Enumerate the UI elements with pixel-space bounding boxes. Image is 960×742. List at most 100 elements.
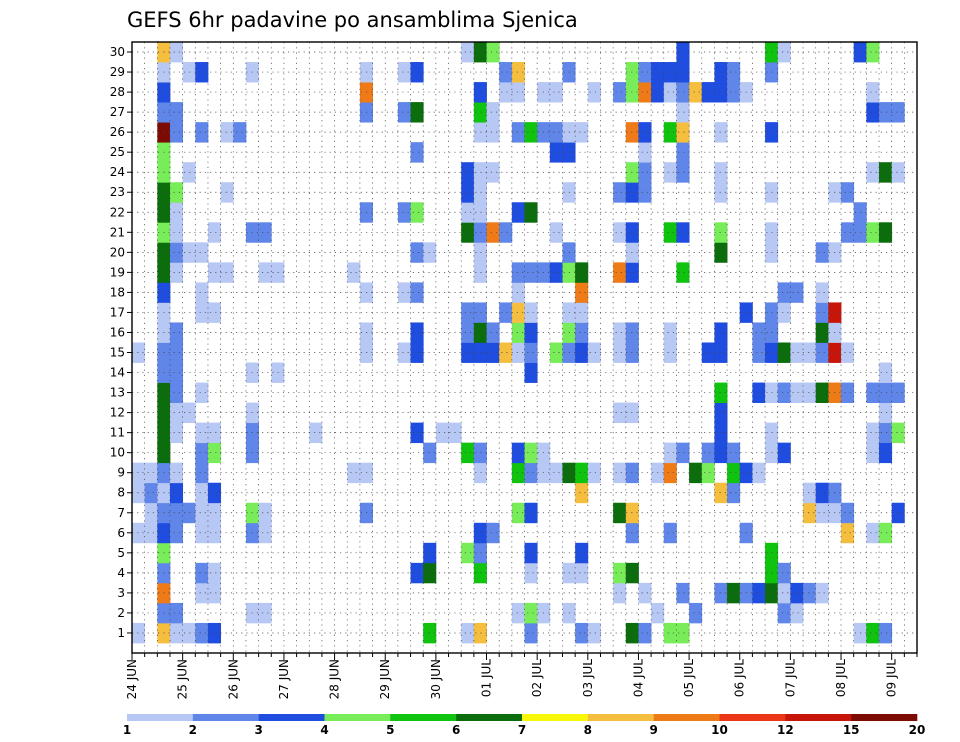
heatmap-cell [524, 322, 538, 343]
heatmap-cell [891, 502, 905, 524]
heatmap-cell [701, 462, 715, 484]
heatmap-cell [689, 602, 703, 624]
heatmap-cell [410, 202, 424, 223]
heatmap-cell [575, 562, 589, 584]
heatmap-cell [195, 582, 209, 604]
x-tick-label: 09 JUL [885, 659, 899, 697]
heatmap-cell [258, 262, 272, 283]
heatmap-cell [169, 622, 184, 644]
heatmap-cell [499, 342, 513, 363]
heatmap-cell [220, 122, 234, 143]
heatmap-cell [752, 342, 766, 363]
heatmap-cell [613, 402, 627, 424]
heatmap-cell [587, 82, 601, 103]
heatmap-cell [714, 482, 728, 504]
heatmap-cell [182, 162, 196, 183]
y-tick-label: 15 [110, 346, 125, 360]
heatmap-cell [195, 122, 209, 143]
heatmap-cell [461, 182, 475, 203]
heatmap-cell [613, 462, 627, 484]
heatmap-cell [714, 182, 728, 203]
heatmap-cell [132, 522, 146, 544]
heatmap-cell [727, 482, 741, 504]
heatmap-cell [587, 342, 601, 363]
legend-swatch [192, 714, 259, 721]
legend-swatch [785, 714, 852, 721]
heatmap-cell [258, 602, 272, 624]
heatmap-cell [638, 622, 652, 644]
heatmap-cell [524, 122, 538, 143]
heatmap-cell [499, 222, 513, 243]
heatmap-cell [182, 242, 196, 263]
heatmap-cell [765, 302, 779, 323]
heatmap-cell [663, 322, 677, 343]
y-tick-label: 7 [117, 506, 125, 520]
y-tick-label: 5 [117, 546, 125, 560]
heatmap-cell [549, 222, 563, 243]
heatmap-cell [169, 462, 184, 484]
heatmap-cell [765, 542, 779, 564]
heatmap-cell [461, 442, 475, 464]
heatmap-cell [663, 62, 677, 83]
legend-swatch [719, 714, 786, 721]
heatmap-cell [815, 582, 829, 604]
chart-title: GEFS 6hr padavine po ansamblima Sjenica [127, 8, 578, 32]
heatmap-cell [891, 422, 905, 444]
heatmap-cell [169, 522, 184, 544]
heatmap-cell [207, 502, 222, 524]
heatmap-cell [727, 462, 741, 484]
heatmap-cell [195, 242, 209, 263]
heatmap-cell [676, 102, 690, 123]
heatmap-cell [727, 442, 741, 464]
heatmap-cell [258, 502, 272, 524]
heatmap-cell [524, 462, 538, 484]
y-tick-label: 12 [110, 406, 125, 420]
x-tick-label: 30 JUN [429, 659, 443, 699]
heatmap-cell [752, 322, 766, 343]
heatmap-cell [169, 502, 184, 524]
heatmap-cell [714, 582, 728, 604]
heatmap-cell [866, 162, 880, 183]
heatmap-cell [144, 522, 158, 544]
heatmap-cell [663, 462, 677, 484]
heatmap-cell [701, 342, 715, 363]
legend-label: 1 [123, 723, 131, 737]
heatmap-cell [891, 102, 905, 123]
heatmap-cell [663, 82, 677, 103]
heatmap-cell [169, 322, 184, 343]
heatmap-cell [714, 342, 728, 363]
heatmap-cell [169, 482, 184, 504]
heatmap-cell [169, 602, 184, 624]
legend-swatch [456, 714, 523, 721]
y-tick-label: 22 [110, 205, 125, 219]
heatmap-cell [663, 222, 677, 243]
grid-lines [132, 42, 917, 653]
heatmap-cell [701, 442, 715, 464]
legend-swatch [851, 714, 918, 721]
y-tick-label: 25 [110, 145, 125, 159]
heatmap-cell [258, 522, 272, 544]
heatmap-cell [549, 342, 563, 363]
heatmap-cell [676, 442, 690, 464]
heatmap-cell [815, 342, 829, 363]
y-tick-label: 30 [110, 45, 125, 59]
x-tick-label: 25 JUN [176, 659, 190, 699]
heatmap-cell [461, 342, 475, 363]
heatmap-cell [815, 502, 829, 524]
legend-swatch [522, 714, 589, 721]
heatmap-cell [879, 522, 893, 544]
heatmap-cell [638, 582, 652, 604]
heatmap-cell [765, 222, 779, 243]
heatmap-cell [144, 462, 158, 484]
heatmap-cell [676, 262, 690, 283]
heatmap-cell [777, 42, 791, 63]
heatmap-cell [841, 342, 855, 363]
heatmap-cell [169, 342, 184, 363]
heatmap-cell [182, 502, 196, 524]
heatmap-cell [473, 42, 487, 63]
heatmap-cell [486, 162, 500, 183]
heatmap-cell [461, 542, 475, 564]
heatmap-cell [777, 302, 791, 323]
heatmap-cell [638, 62, 652, 83]
heatmap-cell [727, 62, 741, 83]
